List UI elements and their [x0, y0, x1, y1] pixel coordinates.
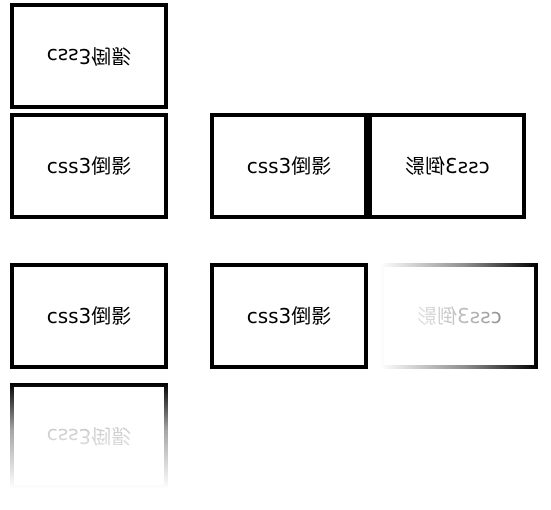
- demo-box-text: css3倒影: [246, 304, 332, 328]
- reflection-above: css3倒影: [10, 3, 168, 109]
- demo-box-reflect-right: css3倒影: [210, 113, 368, 219]
- reflection-below-faded-text: css3倒影: [46, 424, 132, 448]
- reflection-right-text: css3倒影: [404, 154, 490, 178]
- reflection-below-faded: css3倒影: [10, 383, 168, 489]
- reflection-right-faded-text: css3倒影: [416, 304, 502, 328]
- demo-box-reflect-right-faded: css3倒影: [210, 263, 368, 369]
- demo-box-reflect-above: css3倒影: [10, 113, 168, 219]
- demo-box-reflect-below-faded: css3倒影: [10, 263, 168, 369]
- reflection-above-text: css3倒影: [46, 44, 132, 68]
- reflection-right-faded: css3倒影: [380, 263, 538, 369]
- demo-box-text: css3倒影: [46, 304, 132, 328]
- demo-box-text: css3倒影: [246, 154, 332, 178]
- demo-box-text: css3倒影: [46, 154, 132, 178]
- reflection-right: css3倒影: [368, 113, 526, 219]
